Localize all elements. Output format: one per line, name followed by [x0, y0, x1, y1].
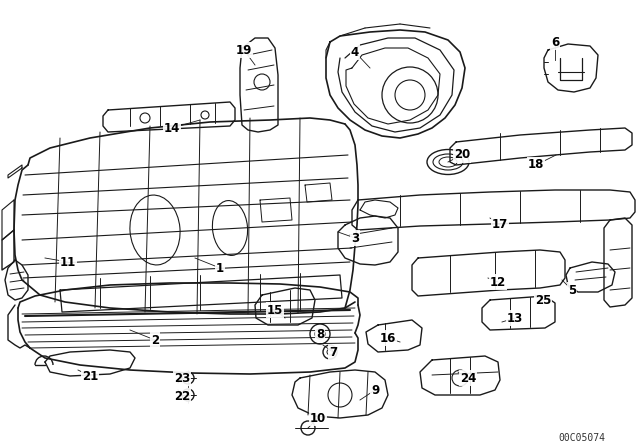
Text: 20: 20	[454, 148, 470, 161]
Text: 16: 16	[380, 332, 396, 345]
Text: 14: 14	[164, 121, 180, 134]
Text: 23: 23	[174, 371, 190, 384]
Text: 3: 3	[351, 232, 359, 245]
Text: 1: 1	[216, 262, 224, 275]
Text: 11: 11	[60, 255, 76, 268]
Text: 8: 8	[316, 327, 324, 340]
Text: 25: 25	[535, 293, 551, 306]
Text: 15: 15	[267, 303, 283, 316]
Text: 19: 19	[236, 43, 252, 56]
Text: 12: 12	[490, 276, 506, 289]
Text: 13: 13	[507, 311, 523, 324]
Text: 18: 18	[528, 159, 544, 172]
Text: 24: 24	[460, 371, 476, 384]
Text: 21: 21	[82, 370, 98, 383]
Text: 4: 4	[351, 46, 359, 59]
Text: 5: 5	[568, 284, 576, 297]
Text: 00C05074: 00C05074	[559, 433, 605, 443]
Text: 7: 7	[329, 345, 337, 358]
Text: 9: 9	[371, 383, 379, 396]
Text: 6: 6	[551, 35, 559, 48]
Text: 17: 17	[492, 219, 508, 232]
Text: 10: 10	[310, 412, 326, 425]
Text: 2: 2	[151, 333, 159, 346]
Text: 22: 22	[174, 389, 190, 402]
